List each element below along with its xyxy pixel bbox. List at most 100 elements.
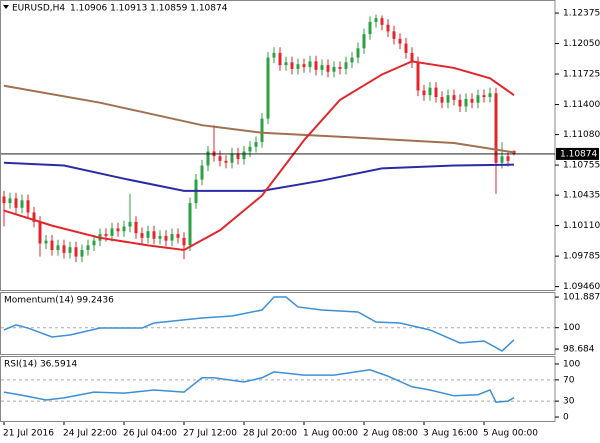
candle-body (326, 65, 330, 72)
indicator-title: RSI(14) 36.5914 (4, 360, 77, 370)
candle-body (104, 234, 108, 236)
y-tick-label: 1.11400 (563, 100, 600, 110)
candle-body (56, 245, 60, 251)
candle-body (464, 98, 468, 107)
y-tick-label: 98.684 (563, 345, 595, 355)
candle-body (452, 95, 456, 100)
panel-frame (0, 0, 556, 291)
candle-body (476, 95, 480, 103)
candle-body (86, 245, 90, 251)
chart-title: EURUSD,H4 (12, 4, 65, 14)
last-price-box (556, 147, 599, 160)
candle-body (68, 247, 72, 253)
candle-body (410, 52, 414, 63)
candle-body (374, 18, 378, 22)
candle-body (284, 62, 288, 66)
candle-body (188, 203, 192, 246)
candle-body (32, 212, 36, 222)
candle-body (386, 24, 390, 32)
candle-body (440, 97, 444, 103)
candle-body (446, 95, 450, 103)
candle-body (206, 151, 210, 166)
candle-body (170, 234, 174, 241)
y-tick-label: 100 (563, 323, 580, 333)
candle-body (488, 93, 492, 98)
candle-body (74, 247, 78, 257)
x-tick-label: 5 Aug 00:00 (483, 429, 538, 439)
candle-body (254, 142, 258, 147)
indicator-line (3, 296, 515, 352)
y-tick-label: 1.10755 (563, 161, 600, 171)
candle-body (500, 156, 504, 163)
candle-body (380, 18, 384, 25)
candle-body (14, 198, 18, 208)
y-tick-label: 30 (563, 397, 575, 407)
candle-body (236, 153, 240, 159)
candle-body (38, 221, 42, 244)
candle-body (242, 151, 246, 159)
x-tick-label: 21 Jul 2016 (3, 429, 54, 439)
candle-body (62, 245, 66, 253)
candle-body (392, 31, 396, 39)
x-tick-label: 24 Jul 22:00 (63, 429, 117, 439)
candle-body (398, 38, 402, 44)
y-tick-label: 1.09785 (563, 252, 600, 262)
candle-body (44, 240, 48, 244)
y-tick-label: 0 (563, 413, 569, 423)
indicator-line (3, 161, 515, 192)
candle-body (362, 34, 366, 49)
menu-arrow[interactable] (3, 5, 9, 9)
candle-body (296, 64, 300, 69)
candle-body (128, 221, 132, 227)
y-tick-label: 1.09460 (563, 282, 600, 292)
candle-body (302, 64, 306, 68)
candle-body (320, 65, 324, 70)
candle-body (134, 221, 138, 234)
y-tick-label: 1.10435 (563, 191, 600, 201)
x-tick-label: 2 Aug 08:00 (363, 429, 418, 439)
candle-body (152, 231, 156, 239)
candle-body (344, 62, 348, 69)
x-tick-label: 1 Aug 00:00 (303, 429, 358, 439)
candle-body (260, 118, 264, 143)
candle-body (224, 160, 228, 163)
candle-body (404, 43, 408, 53)
candle-body (182, 237, 186, 246)
candle-body (356, 48, 360, 58)
last-price-label: 1.10874 (560, 149, 597, 159)
candle-body (8, 198, 12, 204)
candle-body (122, 226, 126, 232)
candle-body (92, 240, 96, 246)
candle-body (368, 21, 372, 35)
indicator-title: Momentum(14) 99.2436 (4, 296, 114, 306)
indicator-line (3, 60, 515, 252)
indicator-line (3, 84, 515, 154)
candle-body (116, 228, 120, 232)
candle-body (248, 146, 252, 152)
candle-body (434, 87, 438, 98)
candle-body (218, 156, 222, 161)
y-tick-label: 1.12375 (563, 9, 600, 19)
ohlc-values: 1.10906 1.10913 1.10859 1.10874 (70, 4, 228, 14)
y-tick-label: 1.12050 (563, 39, 600, 49)
candle-body (314, 61, 318, 70)
panel-frame (0, 292, 556, 355)
candle-body (308, 61, 312, 68)
candle-body (200, 165, 204, 180)
candle-body (80, 250, 84, 257)
candle-body (332, 67, 336, 72)
candle-body (20, 200, 24, 208)
y-tick-label: 1.11080 (563, 130, 600, 140)
candle-body (338, 67, 342, 69)
candle-body (506, 156, 510, 161)
y-tick-label: 100 (563, 359, 580, 369)
candle-body (176, 234, 180, 238)
x-tick-label: 3 Aug 16:00 (423, 429, 478, 439)
candle-body (458, 99, 462, 107)
y-tick-label: 1.11725 (563, 70, 600, 80)
y-tick-label: 101.8878 (563, 293, 600, 303)
y-tick-label: 1.10110 (563, 221, 600, 231)
candle-body (422, 90, 426, 96)
candle-body (290, 62, 294, 69)
